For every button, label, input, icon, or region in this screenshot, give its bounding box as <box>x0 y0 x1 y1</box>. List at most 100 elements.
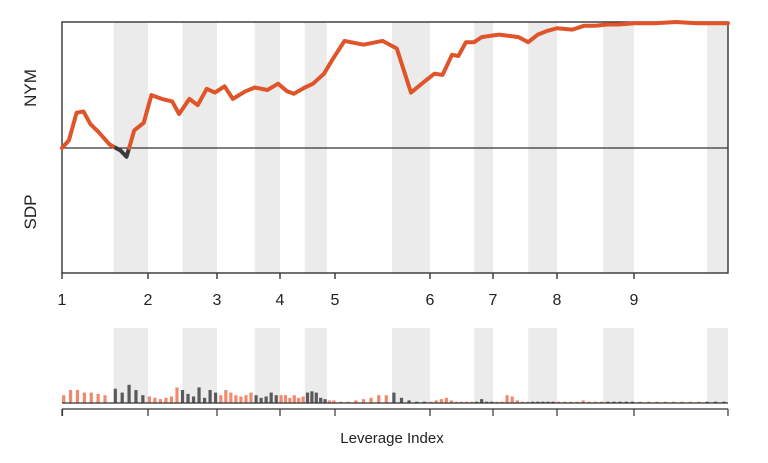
volume-bar <box>134 390 138 403</box>
volume-bar <box>180 390 185 403</box>
volume-bar <box>323 399 327 403</box>
volume-bar <box>96 393 100 403</box>
volume-bar <box>569 401 573 403</box>
volume-bar <box>606 401 610 403</box>
volume-bar <box>274 395 278 403</box>
volume-bar <box>444 397 448 403</box>
volume-bar <box>500 401 504 403</box>
volume-bar <box>279 395 283 403</box>
volume-bar <box>164 397 168 403</box>
y-label-bottom: SDP <box>21 195 40 230</box>
volume-bar <box>339 401 343 403</box>
volume-bar <box>354 400 358 403</box>
volume-bar <box>327 400 332 403</box>
volume-bar <box>288 397 292 403</box>
x-tick-label: 2 <box>144 292 153 309</box>
x-axis-ticks <box>61 273 729 416</box>
volume-bar <box>449 400 454 403</box>
volume-bar <box>249 392 253 403</box>
volume-bar <box>663 401 667 403</box>
volume-bar <box>175 387 179 403</box>
volume-bar <box>62 395 66 403</box>
volume-bar <box>551 401 555 403</box>
volume-shaded-band-0 <box>113 328 148 403</box>
volume-bar <box>600 401 604 403</box>
volume-bar <box>127 384 131 403</box>
volume-bar <box>575 401 579 403</box>
volume-bar <box>439 399 443 403</box>
volume-bar <box>510 396 514 403</box>
volume-bar <box>541 401 545 403</box>
volume-bar <box>563 401 567 403</box>
volume-bar <box>546 401 550 403</box>
volume-bars <box>62 384 726 403</box>
volume-shaded-band-7 <box>603 328 634 403</box>
volume-bar <box>384 395 388 403</box>
x-tick-label: 4 <box>276 292 285 309</box>
volume-bar <box>485 401 489 403</box>
volume-bar <box>647 401 651 403</box>
volume-bar <box>244 395 248 403</box>
volume-bar <box>346 401 350 403</box>
volume-bar <box>319 397 323 403</box>
series-line <box>60 20 730 159</box>
volume-bar <box>219 395 223 403</box>
volume-bar <box>415 401 419 403</box>
x-tick-label: 5 <box>331 292 340 309</box>
x-axis-title: Leverage Index <box>340 430 444 447</box>
volume-bar <box>392 392 396 403</box>
x-tick-label: 6 <box>426 292 435 309</box>
volume-bar <box>202 397 207 403</box>
volume-bar <box>638 401 642 403</box>
volume-shaded-band-5 <box>474 328 493 403</box>
volume-bar <box>697 401 701 403</box>
volume-bar <box>314 392 318 403</box>
volume-bar <box>587 401 591 403</box>
volume-bar <box>69 390 73 403</box>
volume-bar <box>581 400 585 403</box>
series-segment-negative-1 <box>114 146 132 159</box>
volume-bar <box>525 401 530 403</box>
volume-bar <box>75 390 80 403</box>
x-axis-tick-labels: 1 2 3 4 5 6 7 8 9 <box>58 292 639 309</box>
volume-bar <box>254 395 258 403</box>
volume-bar <box>113 388 117 403</box>
volume-bar <box>158 399 163 403</box>
volume-bar <box>464 401 469 403</box>
volume-bar <box>612 401 616 403</box>
volume-bar <box>422 401 426 403</box>
x-tick-label: 9 <box>630 292 639 309</box>
volume-bar <box>556 401 561 403</box>
volume-bar <box>305 392 310 403</box>
volume-bar <box>454 401 459 403</box>
volume-bar <box>361 399 366 403</box>
volume-bar <box>680 401 684 403</box>
volume-bar <box>630 401 635 403</box>
volume-shaded-band-3 <box>304 328 327 403</box>
volume-bar <box>259 397 263 403</box>
volume-bar <box>495 401 499 403</box>
volume-bar <box>229 392 233 403</box>
volume-bar <box>407 400 411 403</box>
volume-bar <box>531 401 535 403</box>
volume-bar <box>536 401 540 403</box>
volume-bar <box>239 396 243 403</box>
x-tick-label: 7 <box>489 292 498 309</box>
volume-bar <box>208 390 212 403</box>
volume-bar <box>197 387 201 403</box>
volume-bar <box>520 401 525 403</box>
volume-bar <box>459 401 464 403</box>
volume-bar <box>283 395 288 403</box>
volume-bar <box>214 392 218 403</box>
volume-bar <box>103 395 107 403</box>
series-segment-positive-2 <box>127 20 730 150</box>
y-label-top: NYM <box>21 69 40 107</box>
volume-bar <box>141 395 145 403</box>
volume-bar <box>369 397 373 403</box>
volume-bar <box>264 396 268 403</box>
volume-bar <box>191 396 196 403</box>
volume-shaded-band-8 <box>707 328 728 403</box>
volume-bar <box>618 401 622 403</box>
volume-bar <box>475 401 479 403</box>
